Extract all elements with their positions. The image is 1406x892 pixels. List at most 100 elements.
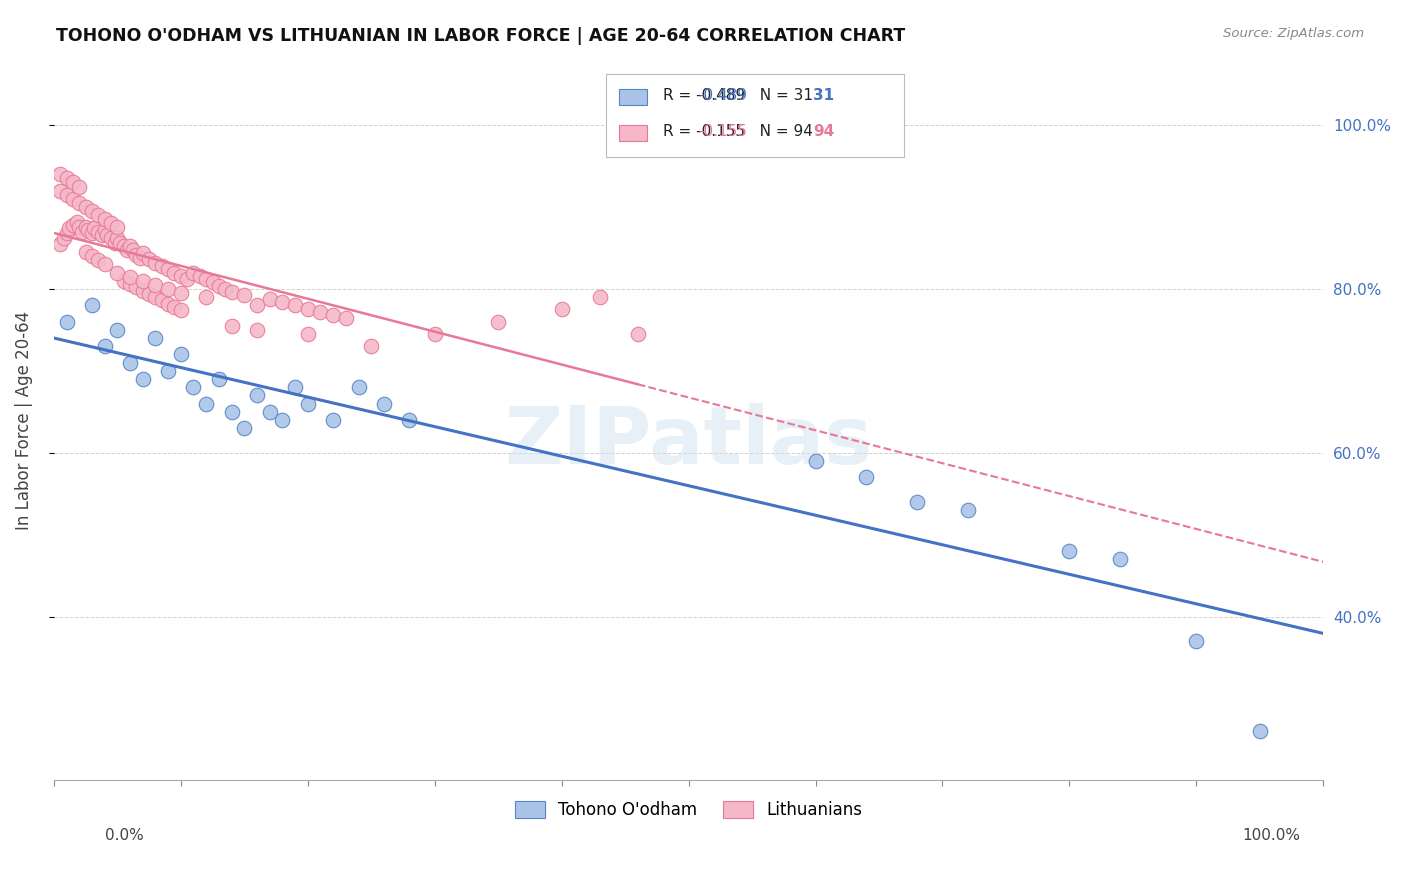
Point bbox=[118, 239, 141, 253]
Point bbox=[118, 356, 141, 370]
Text: R = -0.155   N = 94: R = -0.155 N = 94 bbox=[664, 124, 813, 139]
Point bbox=[195, 272, 218, 286]
Point bbox=[100, 216, 122, 230]
Point bbox=[80, 204, 103, 219]
Point bbox=[55, 315, 77, 329]
Point bbox=[105, 220, 128, 235]
Point bbox=[75, 219, 97, 234]
Point bbox=[145, 290, 167, 304]
Point bbox=[150, 259, 173, 273]
Point bbox=[627, 326, 650, 341]
Point bbox=[93, 339, 115, 353]
Point bbox=[214, 282, 236, 296]
Point bbox=[62, 218, 84, 232]
Point bbox=[259, 292, 281, 306]
Point bbox=[105, 323, 128, 337]
Point bbox=[271, 413, 294, 427]
Text: 94: 94 bbox=[813, 124, 834, 139]
Text: 100.0%: 100.0% bbox=[1243, 828, 1301, 843]
Point bbox=[55, 226, 77, 240]
Point bbox=[125, 247, 148, 261]
Text: 31: 31 bbox=[813, 88, 834, 103]
Point bbox=[77, 223, 100, 237]
Point bbox=[108, 235, 131, 250]
Point bbox=[138, 286, 160, 301]
Point bbox=[49, 184, 72, 198]
Point bbox=[322, 413, 344, 427]
Point bbox=[183, 380, 205, 394]
Point bbox=[195, 290, 218, 304]
Point bbox=[129, 251, 152, 265]
Point bbox=[49, 236, 72, 251]
Point bbox=[70, 225, 93, 239]
Point bbox=[80, 249, 103, 263]
Point bbox=[157, 296, 180, 310]
Point bbox=[297, 326, 319, 341]
Point bbox=[80, 298, 103, 312]
Point bbox=[87, 253, 110, 268]
Point bbox=[117, 243, 139, 257]
Point bbox=[201, 276, 224, 290]
Point bbox=[55, 171, 77, 186]
Point bbox=[163, 266, 186, 280]
Point bbox=[804, 454, 827, 468]
Point bbox=[112, 239, 135, 253]
Text: -0.489: -0.489 bbox=[699, 88, 748, 103]
Point bbox=[138, 252, 160, 267]
Point bbox=[208, 372, 231, 386]
Point bbox=[550, 302, 572, 317]
Point bbox=[170, 347, 193, 361]
Point bbox=[55, 187, 77, 202]
Point bbox=[486, 315, 509, 329]
Point bbox=[75, 245, 97, 260]
Point bbox=[80, 226, 103, 240]
Point bbox=[157, 282, 180, 296]
Point bbox=[259, 405, 281, 419]
Point bbox=[157, 262, 180, 277]
Point bbox=[150, 293, 173, 308]
Point bbox=[145, 331, 167, 345]
Point bbox=[284, 298, 307, 312]
Text: 0.0%: 0.0% bbox=[105, 828, 145, 843]
Point bbox=[67, 195, 90, 210]
Point bbox=[855, 470, 877, 484]
Text: -0.155: -0.155 bbox=[699, 124, 748, 139]
Text: Source: ZipAtlas.com: Source: ZipAtlas.com bbox=[1223, 27, 1364, 40]
Point bbox=[145, 256, 167, 270]
Point bbox=[58, 221, 80, 235]
Point bbox=[170, 268, 193, 283]
Point bbox=[360, 339, 382, 353]
Point bbox=[233, 421, 256, 435]
Point bbox=[347, 380, 370, 394]
Text: TOHONO O'ODHAM VS LITHUANIAN IN LABOR FORCE | AGE 20-64 CORRELATION CHART: TOHONO O'ODHAM VS LITHUANIAN IN LABOR FO… bbox=[56, 27, 905, 45]
Point bbox=[131, 372, 153, 386]
Point bbox=[221, 318, 243, 333]
Y-axis label: In Labor Force | Age 20-64: In Labor Force | Age 20-64 bbox=[15, 310, 32, 530]
Point bbox=[121, 243, 143, 257]
Point bbox=[118, 277, 141, 291]
Point bbox=[297, 301, 319, 316]
Point bbox=[87, 225, 110, 239]
Point bbox=[905, 495, 928, 509]
Point bbox=[105, 231, 128, 245]
Point bbox=[1185, 634, 1208, 648]
Point bbox=[589, 290, 612, 304]
Point bbox=[284, 380, 307, 394]
Point bbox=[221, 405, 243, 419]
Point bbox=[309, 305, 332, 319]
Point bbox=[93, 257, 115, 271]
Point bbox=[956, 503, 979, 517]
Point bbox=[423, 326, 446, 341]
Point bbox=[246, 388, 269, 402]
Point bbox=[93, 212, 115, 227]
Point bbox=[271, 295, 294, 310]
Point bbox=[157, 364, 180, 378]
Point bbox=[297, 396, 319, 410]
Point bbox=[163, 300, 186, 314]
Point bbox=[91, 227, 114, 242]
Point bbox=[398, 413, 420, 427]
Point bbox=[208, 278, 231, 293]
Point bbox=[246, 298, 269, 312]
Point bbox=[233, 288, 256, 302]
Point bbox=[170, 285, 193, 300]
